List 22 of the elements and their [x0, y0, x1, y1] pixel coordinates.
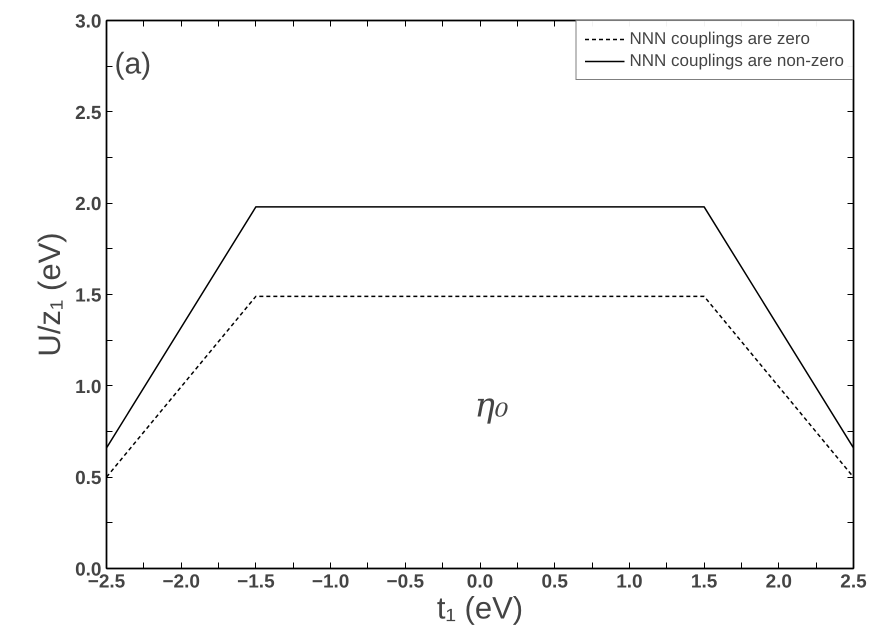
x-tick-label: −2.0	[162, 572, 200, 592]
x-tick-label: 0.0	[466, 572, 494, 592]
y-tick-label: 2.0	[75, 194, 102, 216]
x-tick-label: −1.5	[237, 572, 276, 592]
y-tick-label: 1.0	[75, 376, 102, 398]
annotation: η₀	[474, 386, 509, 426]
legend-label: NNN couplings are non-zero	[630, 51, 844, 71]
x-tick-label: 1.5	[690, 572, 718, 592]
x-axis-title: t₁ (eV)	[436, 590, 524, 626]
x-tick-label: 2.0	[766, 572, 792, 592]
y-tick-label: 2.5	[75, 102, 102, 124]
y-tick-label: 3.0	[75, 12, 102, 32]
annotation: (a)	[114, 48, 152, 80]
y-axis-title: U/z₁ (eV)	[32, 232, 68, 357]
x-tick-label: −0.5	[386, 572, 424, 592]
x-tick-label: −1.0	[312, 572, 350, 592]
x-tick-label: 2.5	[840, 572, 868, 592]
x-tick-label: 0.5	[541, 572, 568, 592]
y-tick-label: 0.5	[75, 468, 102, 490]
legend-label: NNN couplings are zero	[630, 29, 810, 49]
y-tick-label: 1.5	[75, 286, 102, 306]
x-tick-label: 1.0	[616, 572, 643, 592]
